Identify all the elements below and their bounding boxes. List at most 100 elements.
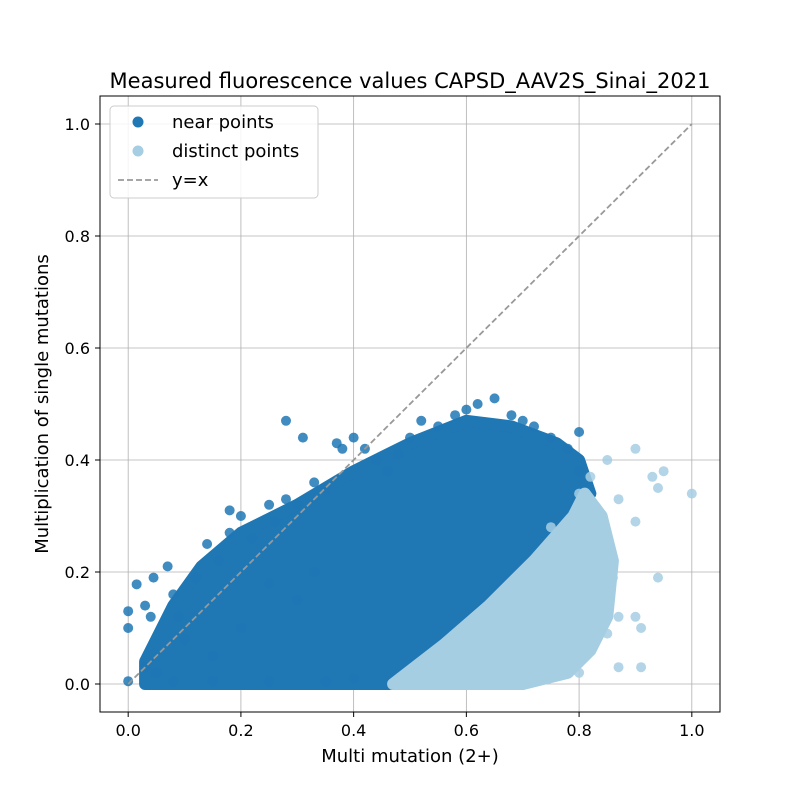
near-point — [382, 466, 393, 477]
near-point — [433, 421, 444, 432]
near-point — [489, 393, 500, 404]
legend-label-y-equals-x: y=x — [172, 170, 209, 191]
distinct-point — [607, 572, 618, 583]
near-point — [348, 432, 359, 443]
scatter-points — [123, 393, 697, 689]
near-point — [405, 432, 415, 443]
axis-ticks: 0.0 0.2 0.4 0.6 0.8 1.0 0.0 0.2 0.4 0.6 0.8 1.0 — [65, 115, 705, 740]
y-tick-label: 0.2 — [65, 563, 90, 582]
x-tick-label: 0.4 — [341, 721, 366, 740]
near-point — [309, 477, 320, 488]
x-axis-label: Multi mutation (2+) — [321, 746, 499, 767]
near-point — [529, 421, 539, 432]
legend-marker-near-points — [132, 116, 144, 128]
near-point — [131, 579, 142, 590]
y-tick-label: 0.0 — [65, 675, 90, 694]
near-point — [264, 676, 275, 687]
distinct-point — [630, 516, 641, 527]
near-point — [416, 415, 427, 426]
distinct-point — [574, 488, 585, 499]
near-point — [371, 455, 382, 465]
y-equals-x-line — [127, 123, 693, 685]
plot-frame — [99, 95, 721, 713]
near-point — [179, 634, 190, 645]
distinct-point — [433, 662, 444, 673]
distinct-point — [686, 488, 697, 499]
x-tick-label: 1.0 — [679, 721, 704, 740]
near-point — [264, 578, 275, 589]
y-tick-label: 0.6 — [65, 339, 90, 358]
near-point — [281, 494, 291, 505]
distinct-point — [545, 522, 556, 533]
near-point — [337, 443, 348, 454]
distinct-point — [613, 611, 624, 622]
y-tick-label: 0.8 — [65, 227, 90, 246]
near-point — [235, 623, 246, 633]
distinct-point — [562, 662, 573, 673]
near-point — [562, 443, 573, 454]
distinct-point — [636, 623, 647, 633]
near-point — [281, 415, 291, 426]
near-point — [148, 572, 159, 583]
near-point — [292, 499, 303, 510]
y-tick-label: 1.0 — [65, 115, 90, 134]
near-point — [213, 555, 224, 566]
distinct-point — [630, 611, 641, 622]
near-point — [168, 589, 179, 600]
distinct-point — [602, 455, 613, 465]
near-point — [320, 676, 331, 687]
near-point — [235, 511, 246, 521]
near-point — [145, 611, 156, 622]
near-point — [202, 539, 213, 549]
near-point — [264, 499, 275, 510]
distinct-point — [461, 634, 472, 645]
distinct-point — [613, 662, 624, 673]
chart-title: Measured fluorescence values CAPSD_AAV2S… — [110, 69, 711, 94]
near-point — [574, 466, 585, 477]
distinct-point — [517, 567, 528, 577]
near-point — [517, 415, 528, 426]
near-point — [207, 651, 218, 661]
x-tick-label: 0.8 — [566, 721, 591, 740]
distinct-point — [636, 662, 647, 673]
distinct-point — [461, 679, 472, 689]
distinct-point — [529, 667, 539, 678]
near-point — [472, 399, 483, 409]
legend-label-near-points: near points — [172, 112, 274, 133]
legend-box — [109, 105, 319, 199]
distinct-points-cloud — [387, 487, 619, 690]
near-point — [450, 410, 461, 421]
near-point — [151, 667, 162, 678]
legend: near points distinct points y=x — [109, 105, 319, 199]
near-point — [348, 673, 359, 684]
point-cloud — [139, 414, 619, 690]
near-point — [545, 432, 556, 443]
y-tick-label: 0.4 — [65, 451, 90, 470]
legend-label-distinct-points: distinct points — [172, 141, 299, 162]
distinct-point — [495, 673, 506, 684]
distinct-point — [630, 443, 641, 454]
y-axis-label: Multiplication of single mutations — [32, 254, 53, 554]
distinct-point — [647, 471, 658, 482]
x-tick-label: 0.2 — [228, 721, 253, 740]
near-point — [506, 410, 517, 421]
near-point — [224, 505, 235, 516]
near-point — [207, 676, 218, 687]
near-point — [292, 595, 303, 605]
distinct-point — [653, 483, 663, 493]
distinct-point — [658, 466, 669, 477]
near-point — [393, 449, 404, 460]
near-point — [173, 611, 184, 622]
distinct-point — [613, 494, 624, 505]
near-point — [247, 533, 258, 544]
reference-line-layer — [127, 123, 693, 685]
distinct-point — [388, 679, 399, 689]
near-point — [162, 561, 173, 572]
distinct-point — [653, 572, 663, 583]
x-tick-label: 0.0 — [115, 721, 140, 740]
distinct-point — [602, 628, 613, 639]
near-point — [140, 600, 151, 611]
near-point — [269, 516, 280, 527]
distinct-point — [574, 667, 585, 678]
